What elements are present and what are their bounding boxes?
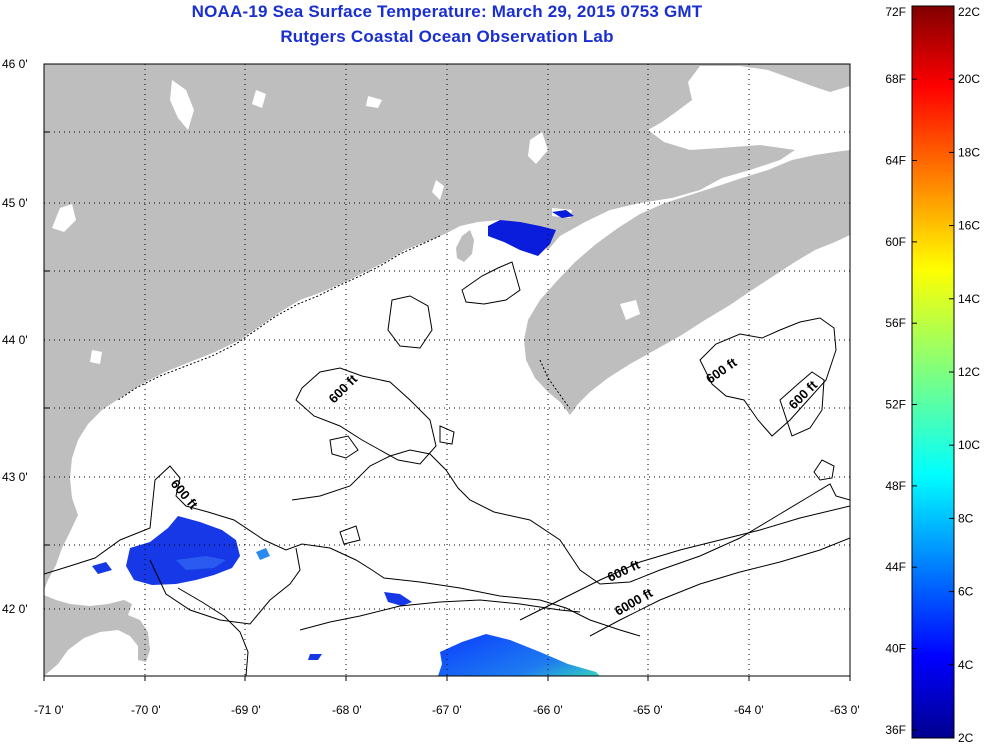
colorbar-f-label: 48F (885, 479, 906, 493)
colorbar-f-label: 56F (885, 316, 906, 330)
lon-tick-63: -63 0' (830, 703, 860, 717)
lat-tick-46: 46 0' (2, 57, 28, 71)
bathymetry-contours (44, 261, 850, 676)
colorbar-c-label: 20C (958, 72, 980, 86)
colorbar-celsius-ticks: 22C 20C 18C 16C 14C 12C 10C 8C 6C 4C 2C (949, 5, 980, 745)
colorbar-c-label: 10C (958, 438, 980, 452)
colorbar-f-label: 52F (885, 398, 906, 412)
map-grid (44, 64, 850, 676)
lon-tick-69: -69 0' (231, 703, 261, 717)
sst-patch-georges-bank (438, 634, 600, 676)
colorbar-c-label: 2C (958, 731, 974, 745)
map-subtitle: Rutgers Coastal Ocean Observation Lab (280, 27, 614, 46)
lon-tick-64: -64 0' (734, 703, 764, 717)
lon-tick-68: -68 0' (332, 703, 362, 717)
colorbar-f-label: 72F (885, 5, 906, 19)
lat-tick-43: 43 0' (2, 470, 28, 484)
land-mainland (44, 64, 850, 590)
colorbar-c-label: 22C (958, 5, 980, 19)
land-grand-manan (456, 230, 474, 262)
lon-tick-66: -66 0' (533, 703, 563, 717)
colorbar-f-label: 60F (885, 235, 906, 249)
colorbar-c-label: 6C (958, 585, 974, 599)
lat-tick-44: 44 0' (2, 333, 28, 347)
land-nova-scotia (524, 150, 850, 415)
colorbar-c-label: 12C (958, 365, 980, 379)
lon-tick-71: -71 0' (34, 703, 64, 717)
colorbar-f-label: 64F (885, 154, 906, 168)
lon-tick-65: -65 0' (633, 703, 663, 717)
colorbar-fahrenheit-ticks: 72F 68F 64F 60F 56F 52F 48F 44F 40F 36F (885, 5, 917, 737)
colorbar-f-label: 40F (885, 642, 906, 656)
colorbar-c-label: 14C (958, 292, 980, 306)
land-cape-cod (44, 595, 150, 676)
colorbar-c-label: 8C (958, 511, 974, 525)
map-title: NOAA-19 Sea Surface Temperature: March 2… (191, 2, 703, 21)
colorbar (911, 5, 955, 739)
colorbar-f-label: 68F (885, 72, 906, 86)
colorbar-c-label: 16C (958, 219, 980, 233)
lon-tick-70: -70 0' (131, 703, 161, 717)
colorbar-c-label: 18C (958, 145, 980, 159)
sst-patch-bay-of-fundy (488, 220, 556, 256)
lon-tick-67: -67 0' (432, 703, 462, 717)
lat-tick-45: 45 0' (2, 196, 28, 210)
colorbar-f-label: 44F (885, 560, 906, 574)
lat-tick-42: 42 0' (2, 602, 28, 616)
colorbar-f-label: 36F (885, 723, 906, 737)
colorbar-c-label: 4C (958, 658, 974, 672)
